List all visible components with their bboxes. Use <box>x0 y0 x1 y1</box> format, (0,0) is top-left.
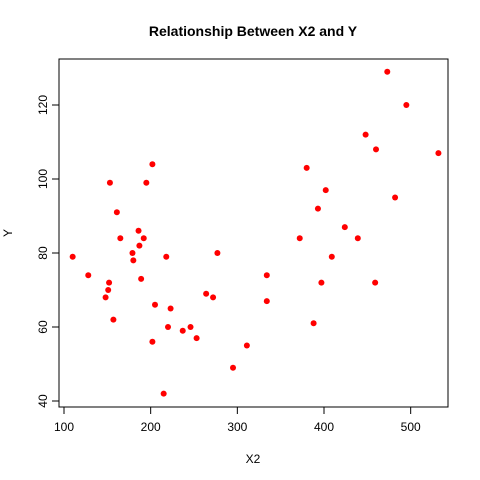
data-point-25 <box>187 324 194 330</box>
x-axis-label: X2 <box>246 452 261 466</box>
data-point-41 <box>341 224 348 231</box>
data-point-34 <box>296 235 303 242</box>
data-point-12 <box>135 227 142 234</box>
y-tick-label-100: 100 <box>36 169 50 189</box>
data-point-11 <box>130 257 137 264</box>
x-tick-label-400: 400 <box>314 420 334 434</box>
x-tick-label-300: 300 <box>227 420 247 434</box>
data-point-9 <box>117 235 124 242</box>
data-point-7 <box>110 316 117 323</box>
data-point-40 <box>328 253 335 260</box>
plot-frame <box>58 58 449 408</box>
data-point-38 <box>318 279 325 286</box>
data-point-8 <box>113 209 120 216</box>
data-point-19 <box>152 301 159 308</box>
data-point-39 <box>322 187 329 194</box>
y-tick-label-40: 40 <box>36 394 50 408</box>
data-point-26 <box>193 335 200 342</box>
data-point-27 <box>203 290 210 297</box>
x-tick-label-500: 500 <box>401 420 421 434</box>
data-point-30 <box>230 364 237 371</box>
data-point-29 <box>214 250 221 256</box>
data-point-22 <box>165 324 172 330</box>
data-point-2 <box>85 272 92 279</box>
data-point-37 <box>314 205 321 212</box>
data-point-16 <box>143 179 150 186</box>
data-point-44 <box>372 279 379 286</box>
data-point-31 <box>243 342 250 349</box>
data-point-47 <box>392 194 399 201</box>
data-point-5 <box>106 279 113 286</box>
y-tick-label-120: 120 <box>36 95 50 115</box>
data-point-20 <box>160 390 167 397</box>
y-axis: 40 60 80 100 120 <box>36 95 60 408</box>
data-point-45 <box>373 146 380 153</box>
chart-title: Relationship Between X2 and Y <box>149 23 358 39</box>
data-point-42 <box>354 235 361 242</box>
data-point-14 <box>138 275 145 282</box>
data-point-3 <box>102 294 109 301</box>
data-point-6 <box>106 179 113 186</box>
data-point-1 <box>69 253 76 260</box>
x-tick-label-200: 200 <box>141 420 161 434</box>
data-points <box>69 68 442 397</box>
data-point-15 <box>140 235 147 242</box>
data-point-36 <box>310 320 317 327</box>
data-point-21 <box>163 253 170 260</box>
data-point-35 <box>303 164 310 171</box>
x-axis: 100 200 300 400 500 <box>54 406 421 434</box>
data-point-24 <box>179 327 186 334</box>
data-point-33 <box>263 298 270 305</box>
data-point-10 <box>129 250 136 256</box>
data-point-48 <box>403 102 410 108</box>
data-point-4 <box>105 287 112 293</box>
data-point-17 <box>149 338 156 345</box>
data-point-49 <box>435 150 442 157</box>
x-tick-label-100: 100 <box>54 420 74 434</box>
data-point-18 <box>149 161 156 168</box>
data-point-43 <box>362 131 369 138</box>
data-point-23 <box>167 305 174 312</box>
data-point-32 <box>263 272 270 279</box>
y-tick-label-60: 60 <box>36 320 50 334</box>
data-point-28 <box>210 294 217 301</box>
data-point-46 <box>384 68 391 75</box>
y-axis-label: Y <box>1 229 15 237</box>
y-tick-label-80: 80 <box>36 246 50 260</box>
data-point-13 <box>136 242 143 249</box>
